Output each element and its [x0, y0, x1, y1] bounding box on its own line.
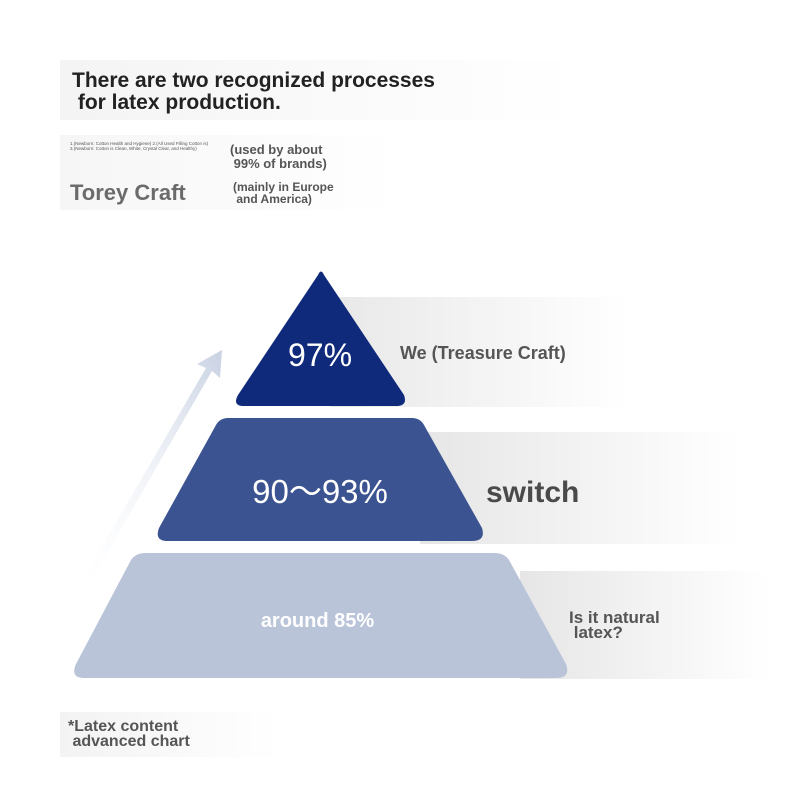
tier-bot-shape	[74, 553, 568, 678]
footnote-line-2: advanced chart	[68, 733, 190, 750]
tier-bot-value: around 85%	[260, 610, 375, 632]
usage-note: (used by about 99% of brands)	[230, 143, 327, 171]
tier-mid-shape	[157, 418, 483, 541]
tier-bot-label-line-2: latex?	[569, 623, 623, 642]
title-line-2: for latex production.	[72, 91, 281, 114]
region-note-line-1: (mainly in Europe	[233, 180, 334, 194]
tier-bot-label-line-1: Is it natural	[569, 608, 660, 627]
header-backdrop	[60, 60, 580, 120]
tier-top-shape	[236, 271, 405, 406]
tier-top-label: We (Treasure Craft)	[400, 343, 566, 363]
fine-print-line-1: 1.(Newborn: Cotton Health and Hygiene) 2…	[70, 141, 209, 146]
usage-note-line-1: (used by about	[230, 142, 323, 157]
fine-print: 1.(Newborn: Cotton Health and Hygiene) 2…	[70, 141, 230, 151]
rising-arrow-icon	[72, 350, 222, 600]
page-title: There are two recognized processes for l…	[72, 70, 552, 114]
footnote: *Latex content advanced chart	[68, 718, 190, 750]
footnote-line-1: *Latex content	[68, 718, 179, 735]
region-note-line-2: and America)	[233, 192, 312, 206]
tier-mid-value: 90～93%	[252, 473, 388, 510]
footnote-backdrop	[60, 712, 280, 757]
tier-mid-label: switch	[486, 476, 580, 509]
torey-craft-label: Torey Craft	[70, 180, 186, 205]
region-note: (mainly in Europe and America)	[233, 181, 334, 205]
tier-bot-label: Is it natural latex?	[569, 608, 709, 642]
title-line-1: There are two recognized processes	[72, 69, 435, 92]
usage-note-line-2: 99% of brands)	[230, 156, 327, 171]
tier-top-value: 97%	[287, 337, 353, 373]
subheader-backdrop	[60, 135, 400, 210]
fine-print-line-2: 3.(Newborn: Cotton is Clean, White, Crys…	[70, 146, 197, 151]
